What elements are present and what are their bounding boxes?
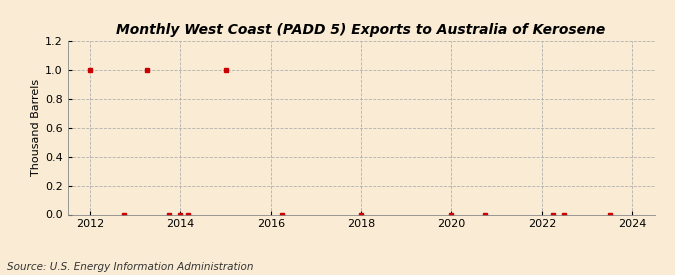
Y-axis label: Thousand Barrels: Thousand Barrels: [31, 79, 40, 177]
Title: Monthly West Coast (PADD 5) Exports to Australia of Kerosene: Monthly West Coast (PADD 5) Exports to A…: [117, 23, 605, 37]
Text: Source: U.S. Energy Information Administration: Source: U.S. Energy Information Administ…: [7, 262, 253, 272]
